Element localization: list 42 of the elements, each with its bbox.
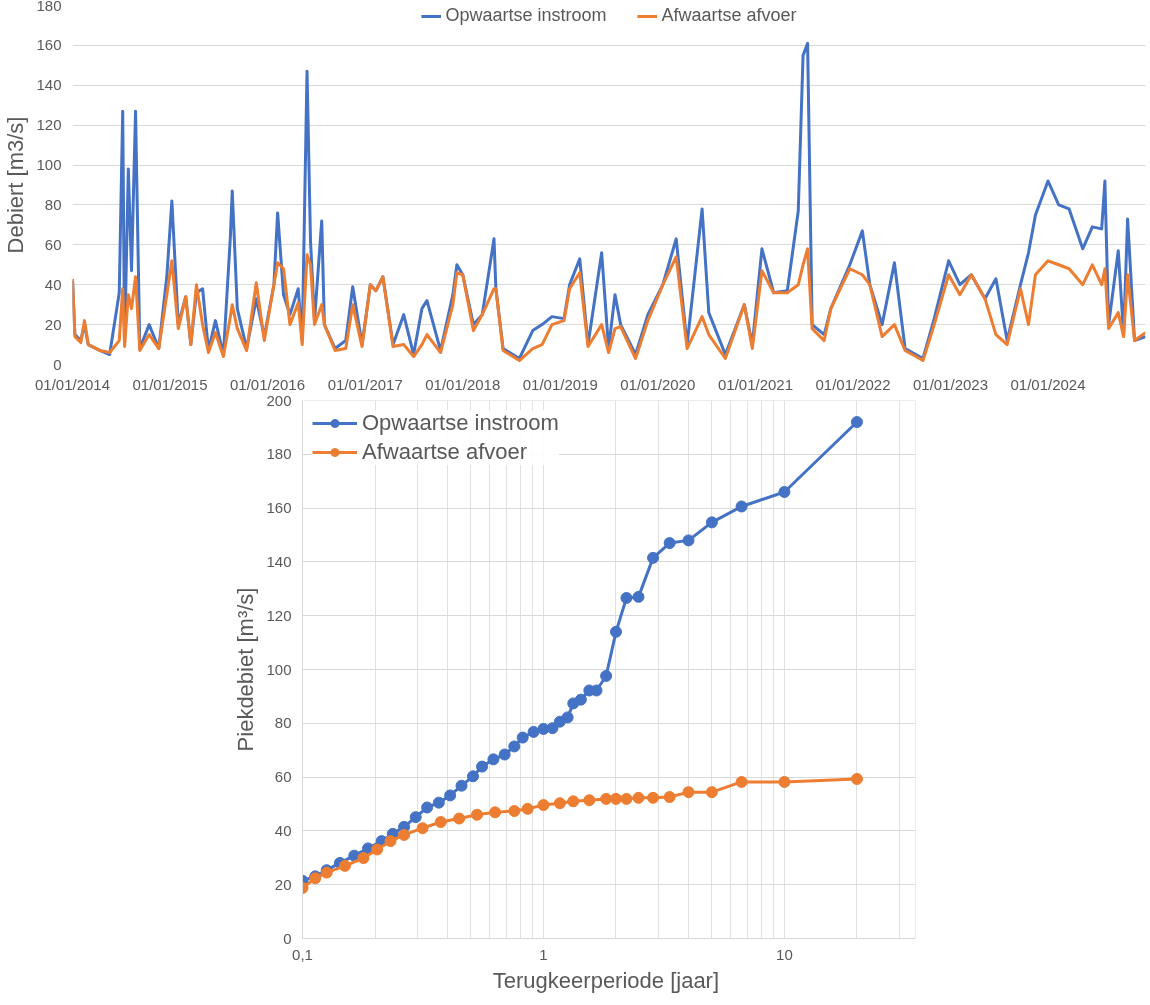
x-tick-label: 01/01/2015 <box>132 375 208 393</box>
legend-label: Opwaartse instroom <box>362 410 559 436</box>
x-tick-label: 01/01/2018 <box>425 375 501 393</box>
y-tick-label: 60 <box>44 235 62 253</box>
y-tick-label: 100 <box>266 660 292 678</box>
y-tick-label: 40 <box>44 275 62 293</box>
x-axis-title: Terugkeerperiode [jaar] <box>492 967 720 993</box>
y-tick-label: 140 <box>36 76 62 94</box>
x-tick-label: 01/01/2014 <box>34 375 111 393</box>
legend-label: Afwaartse afvoer <box>362 439 528 465</box>
y-axis-title: Debiert [m3/s] <box>3 116 29 254</box>
y-tick-label: 120 <box>266 606 292 624</box>
y-tick-label: 180 <box>36 0 62 14</box>
y-tick-label: 20 <box>274 875 292 893</box>
x-tick-label: 01/01/2023 <box>912 375 989 393</box>
y-tick-label: 80 <box>274 714 292 732</box>
y-tick-label: 120 <box>36 116 62 134</box>
y-axis-title: Piekdebiet [m³/s] <box>233 587 259 752</box>
y-tick-label: 200 <box>266 391 292 409</box>
x-tick-label: 10 <box>776 945 793 963</box>
y-tick-label: 60 <box>274 768 292 786</box>
x-tick-label: 0,1 <box>292 945 313 963</box>
x-tick-label: 01/01/2020 <box>620 375 696 393</box>
y-tick-label: 40 <box>274 821 292 839</box>
y-tick-label: 0 <box>53 355 62 373</box>
x-tick-label: 01/01/2017 <box>327 375 403 393</box>
legend-label: Opwaartse instroom <box>445 5 607 26</box>
y-tick-label: 180 <box>266 445 292 463</box>
y-tick-label: 80 <box>44 195 62 213</box>
x-tick-label: 01/01/2019 <box>522 375 598 393</box>
x-tick-label: 1 <box>539 945 548 963</box>
y-tick-label: 100 <box>36 156 62 174</box>
y-tick-label: 20 <box>44 315 62 333</box>
y-tick-label: 160 <box>266 499 292 517</box>
x-tick-label: 01/01/2022 <box>815 375 891 393</box>
x-tick-label: 01/01/2016 <box>229 375 306 393</box>
x-tick-label: 01/01/2024 <box>1010 375 1086 393</box>
x-tick-label: 01/01/2021 <box>717 375 794 393</box>
y-tick-label: 160 <box>36 36 62 54</box>
legend-label: Afwaartse afvoer <box>661 5 797 26</box>
y-tick-label: 140 <box>266 552 292 570</box>
y-tick-label: 0 <box>283 929 292 947</box>
